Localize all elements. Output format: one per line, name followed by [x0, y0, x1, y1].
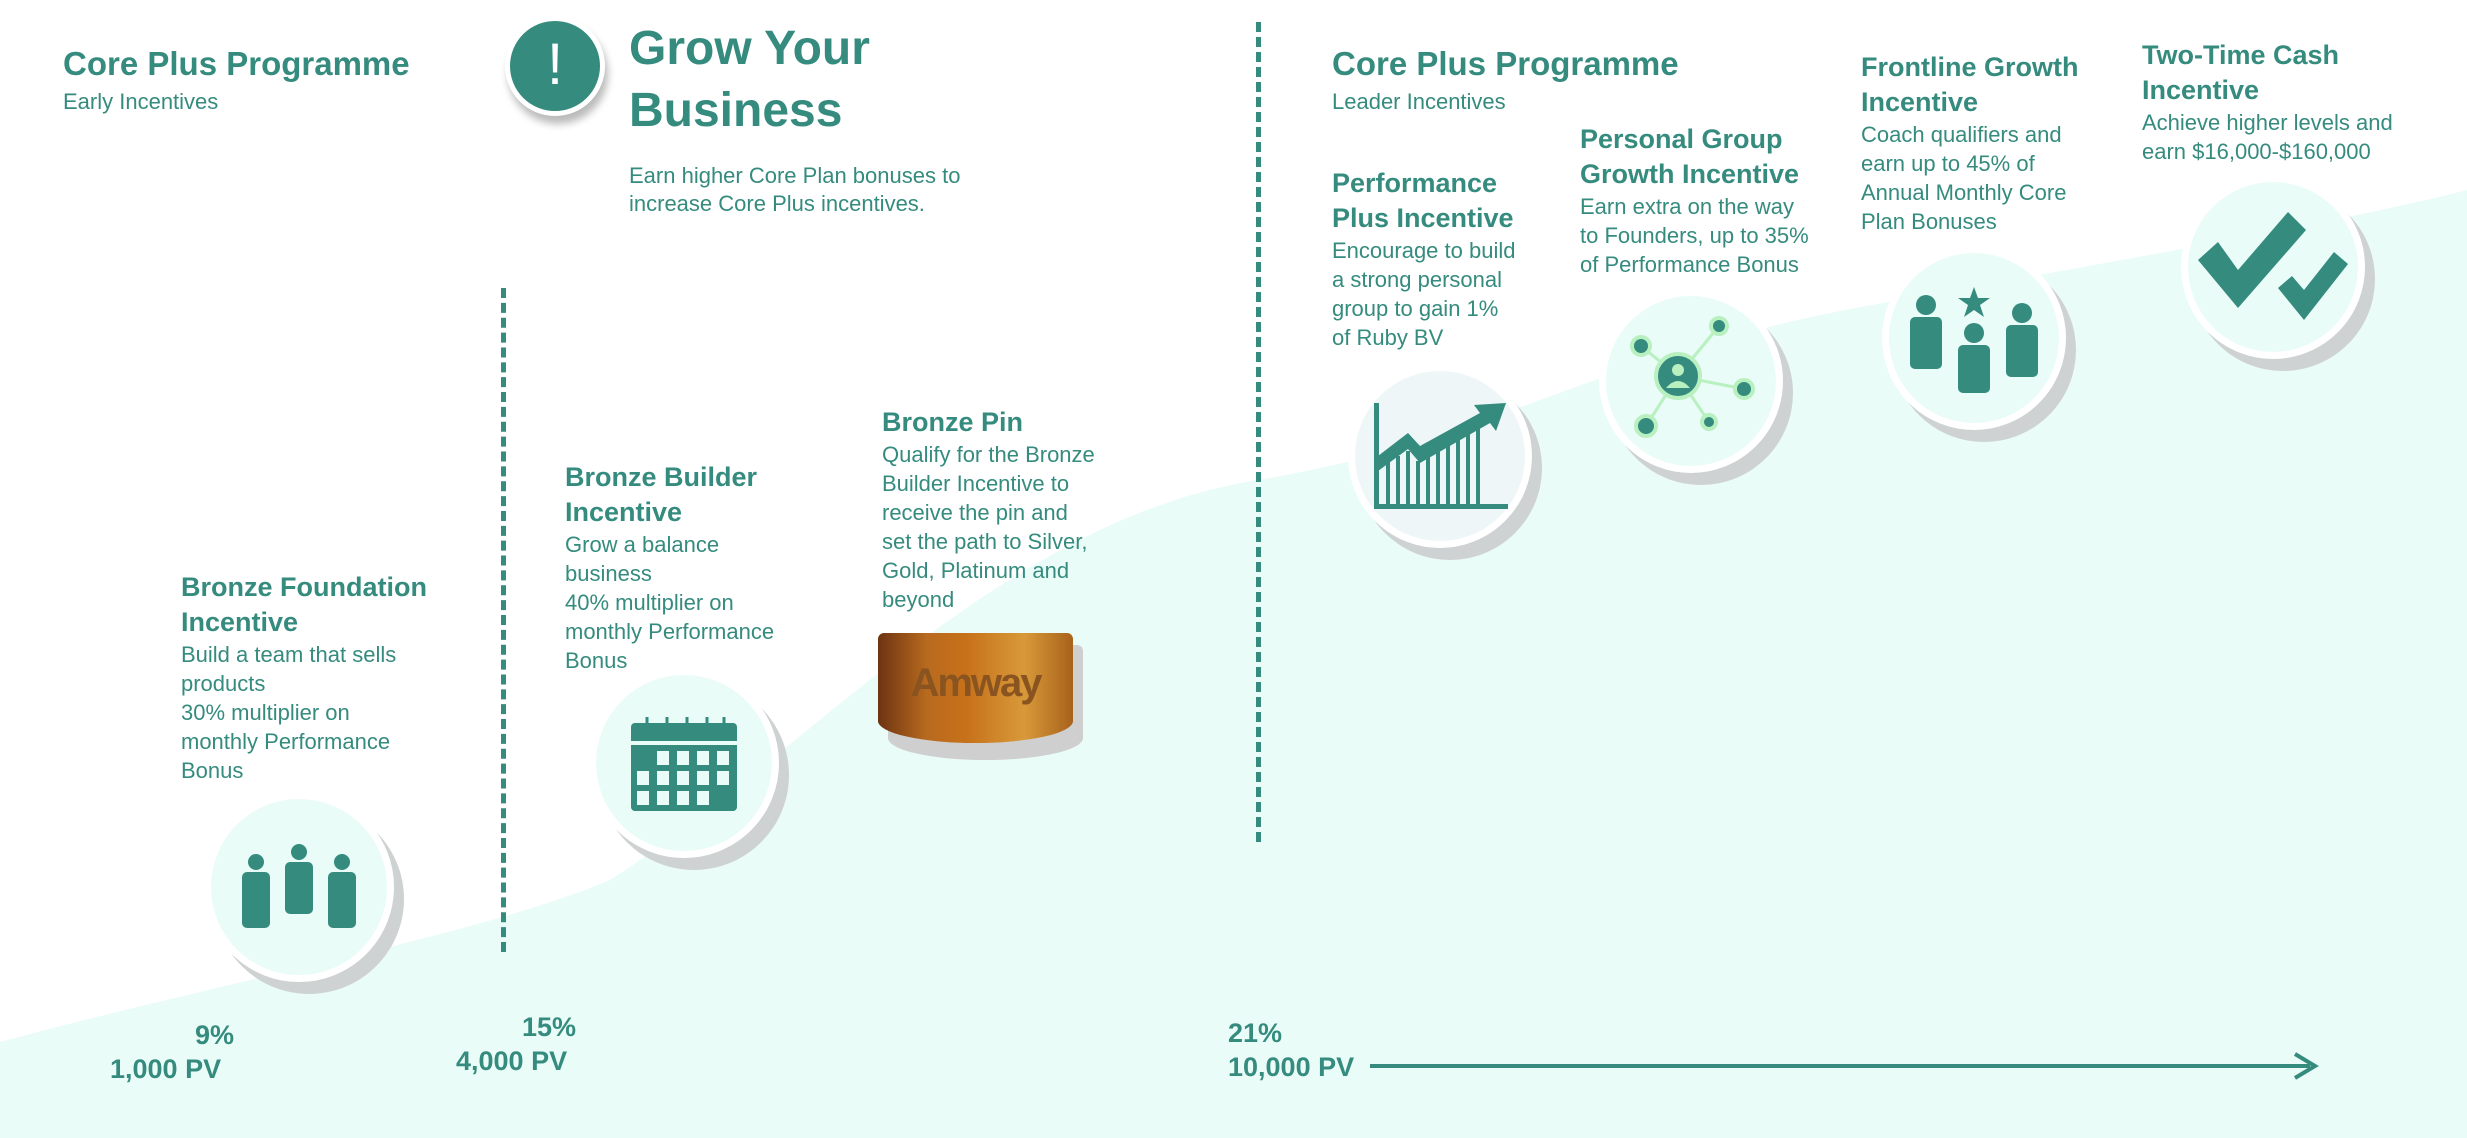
amway-logo: Amway	[910, 660, 1042, 705]
item-desc: Qualify for the Bronze	[882, 442, 1095, 467]
level-percent: 9%	[195, 1020, 235, 1050]
grow-business: Grow Your Business Earn higher Core Plan…	[629, 18, 960, 218]
item-desc: Grow a balance	[565, 532, 720, 557]
item-desc: products	[181, 671, 266, 696]
item-title: Bronze Builder	[565, 462, 758, 492]
grow-desc: Earn higher Core Plan bonuses to	[629, 163, 961, 188]
item-title: Plus Incentive	[1332, 203, 1514, 233]
item-title: Personal Group	[1580, 124, 1783, 154]
item-title: Incentive	[1861, 87, 1979, 117]
level-pv: 10,000 PV	[1228, 1052, 1355, 1082]
divider	[1256, 22, 1261, 842]
item-desc: Builder Incentive to	[882, 471, 1070, 496]
exclamation-icon: !	[505, 16, 605, 116]
network-icon	[1599, 289, 1783, 473]
item-desc: business	[565, 561, 652, 586]
early-section-header: Core Plus Programme Early Incentives	[63, 44, 410, 116]
item-desc: beyond	[882, 587, 955, 612]
item-desc: a strong personal	[1332, 267, 1502, 292]
team-star-icon	[1882, 246, 2066, 430]
section-subtitle: Early Incentives	[63, 89, 219, 114]
level-pv: 1,000 PV	[110, 1054, 222, 1084]
item-title: Bronze Foundation	[181, 572, 427, 602]
item-desc: monthly Performance	[565, 619, 775, 644]
double-check-icon	[2181, 175, 2365, 359]
item-title: Bronze Pin	[882, 407, 1024, 437]
item-title: Performance	[1332, 168, 1498, 198]
item-title: Incentive	[2142, 75, 2260, 105]
item-desc: receive the pin and	[882, 500, 1068, 525]
item-desc: group to gain 1%	[1332, 296, 1499, 321]
item-desc: Coach qualifiers and	[1861, 122, 2062, 147]
item-title: Incentive	[565, 497, 683, 527]
item-desc: Plan Bonuses	[1861, 209, 1997, 234]
item-desc: of Performance Bonus	[1580, 252, 1799, 277]
item-desc: earn up to 45% of	[1861, 151, 2035, 176]
team-icon	[204, 792, 394, 982]
section-subtitle: Leader Incentives	[1332, 89, 1506, 114]
item-title: Growth Incentive	[1580, 159, 1800, 189]
item-title: Two-Time Cash	[2142, 40, 2340, 70]
section-title: Core Plus Programme	[63, 45, 410, 82]
calendar-icon	[589, 668, 779, 858]
item-desc: Earn extra on the way	[1580, 194, 1795, 219]
level-pv: 4,000 PV	[456, 1046, 568, 1076]
item-bronze-builder: Bronze Builder Incentive Grow a balance bus…	[565, 460, 774, 675]
item-desc: Bonus	[565, 648, 628, 673]
item-title: Frontline Growth	[1861, 52, 2079, 82]
growth-chart-icon	[1348, 364, 1532, 548]
item-desc: earn $16,000-$160,000	[2142, 139, 2371, 164]
item-desc: Achieve higher levels and	[2142, 110, 2393, 135]
grow-title: Business	[629, 84, 843, 137]
level-21: 21% 10,000 PV	[1228, 1016, 1428, 1084]
level-percent: 21%	[1228, 1018, 1283, 1048]
item-desc: monthly Performance	[181, 729, 391, 754]
item-title: Incentive	[181, 607, 299, 637]
item-desc: 30% multiplier on	[181, 700, 350, 725]
item-two-time-cash: Two-Time Cash Incentive Achieve higher lev…	[2142, 38, 2393, 166]
item-desc: Build a team that sells	[181, 642, 397, 667]
item-desc: of Ruby BV	[1332, 325, 1444, 350]
level-15: 15% 4,000 PV	[456, 1010, 656, 1078]
level-percent: 15%	[522, 1012, 577, 1042]
grow-desc: increase Core Plus incentives.	[629, 191, 925, 216]
section-title: Core Plus Programme	[1332, 45, 1679, 82]
item-desc: 40% multiplier on	[565, 590, 734, 615]
item-performance-plus: Performance Plus Incentive Encourage to bu…	[1332, 166, 1515, 352]
item-desc: Annual Monthly Core	[1861, 180, 2067, 205]
item-frontline-growth: Frontline Growth Incentive Coach qualifier…	[1861, 50, 2078, 236]
item-desc: set the path to Silver,	[882, 529, 1088, 554]
leader-section-header: Core Plus Programme Leader Incentives	[1332, 44, 1679, 116]
divider	[501, 288, 506, 952]
level-9: 9% 1,000 PV	[110, 1018, 310, 1086]
item-desc: Encourage to build	[1332, 238, 1516, 263]
item-desc: Gold, Platinum and	[882, 558, 1070, 583]
item-bronze-pin: Bronze Pin Qualify for the Bronze Builder …	[882, 405, 1095, 614]
bronze-pin-badge: Amway	[878, 633, 1083, 760]
grow-title: Grow Your	[629, 22, 870, 75]
item-bronze-foundation: Bronze Foundation Incentive Build a team t…	[181, 570, 427, 785]
item-personal-group-growth: Personal Group Growth Incentive Earn extra…	[1580, 122, 1809, 279]
item-desc: Bonus	[181, 758, 244, 783]
item-desc: to Founders, up to 35%	[1580, 223, 1809, 248]
